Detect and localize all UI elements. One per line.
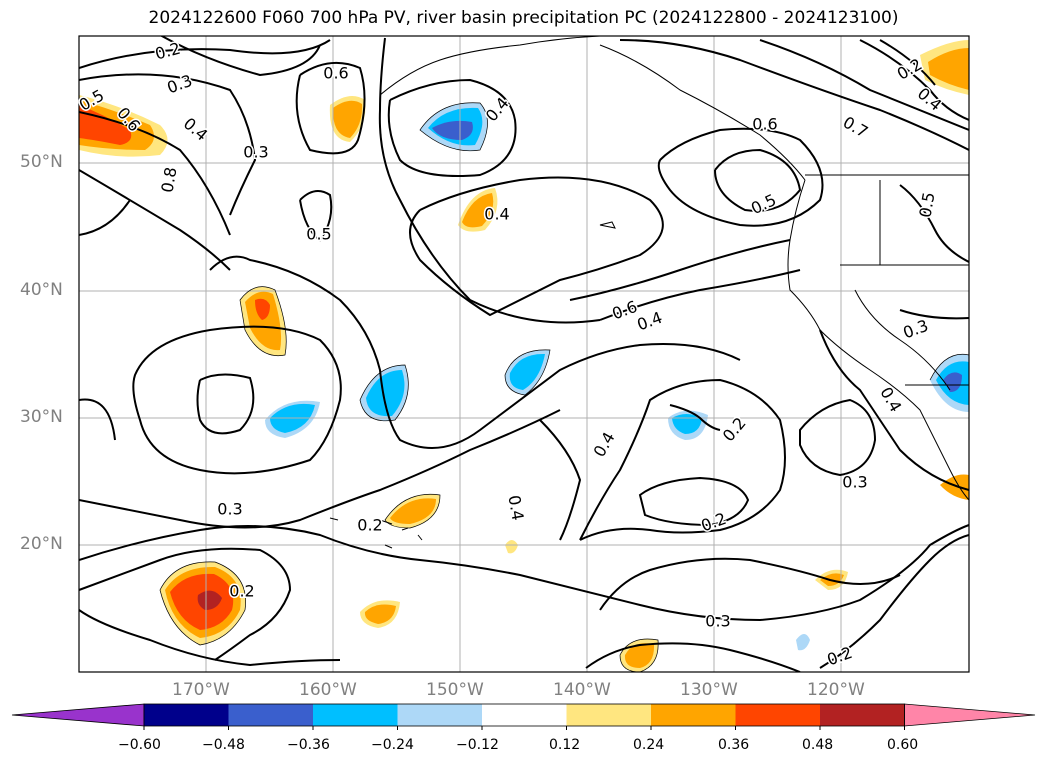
colorbar-arrow-high [904, 703, 1036, 727]
colorbar-tick: −0.12 [456, 737, 499, 753]
contour-label: 0.6 [752, 115, 777, 134]
lat-label-20: 20°N [20, 534, 63, 554]
colorbar-tick: −0.24 [371, 737, 414, 753]
colorbar-tick: −0.60 [118, 737, 161, 753]
contour-label: 0.3 [217, 500, 242, 519]
contour-label: 0.3 [243, 143, 268, 162]
colorbar-tick: 0.24 [633, 737, 665, 753]
contour-label: 0.5 [306, 225, 331, 244]
colorbar-tick: 0.48 [802, 737, 834, 753]
colorbar-tick: −0.36 [287, 737, 330, 753]
map-frame [78, 35, 970, 673]
coastlines [329, 36, 969, 549]
contour-label: 0.4 [504, 494, 527, 522]
lon-label-160w: 160°W [299, 680, 357, 700]
colorbar-segment [313, 704, 398, 726]
map-area [79, 36, 969, 672]
colorbar-tick: 0.60 [887, 737, 919, 753]
colorbar-segment [228, 704, 314, 726]
lon-label-150w: 150°W [426, 680, 484, 700]
gridlines [79, 36, 969, 672]
colorbar-tick: 0.12 [549, 737, 581, 753]
contour-label: 0.6 [323, 64, 348, 83]
lat-label-40: 40°N [20, 280, 63, 300]
colorbar [11, 703, 1036, 730]
colorbar-segment [820, 704, 905, 726]
colorbar-tick: −0.48 [202, 737, 245, 753]
colorbar-segment [566, 704, 652, 726]
lon-label-120w: 120°W [807, 680, 865, 700]
precip-shading [79, 40, 969, 672]
lat-label-50: 50°N [20, 152, 63, 172]
colorbar-segment [397, 704, 483, 726]
lon-label-130w: 130°W [680, 680, 738, 700]
colorbar-segment [144, 704, 229, 726]
shading-outlines [159, 102, 969, 672]
lon-label-170w: 170°W [172, 680, 230, 700]
map-title: 2024122600 F060 700 hPa PV, river basin … [148, 8, 899, 28]
colorbar-frame [143, 703, 905, 727]
colorbar-segment [482, 704, 567, 726]
contour-label: 0.3 [842, 473, 867, 492]
lat-label-30: 30°N [20, 407, 63, 427]
contour-label: 0.2 [229, 582, 254, 601]
colorbar-arrow-low [11, 703, 145, 727]
colorbar-segment [735, 704, 821, 726]
colorbar-segment [651, 704, 736, 726]
pv-contours [79, 36, 969, 672]
lon-label-140w: 140°W [553, 680, 611, 700]
colorbar-tick: 0.36 [718, 737, 750, 753]
contour-label: 0.3 [705, 612, 730, 631]
contour-label: 0.2 [357, 516, 382, 535]
contour-label: 0.4 [484, 205, 509, 224]
